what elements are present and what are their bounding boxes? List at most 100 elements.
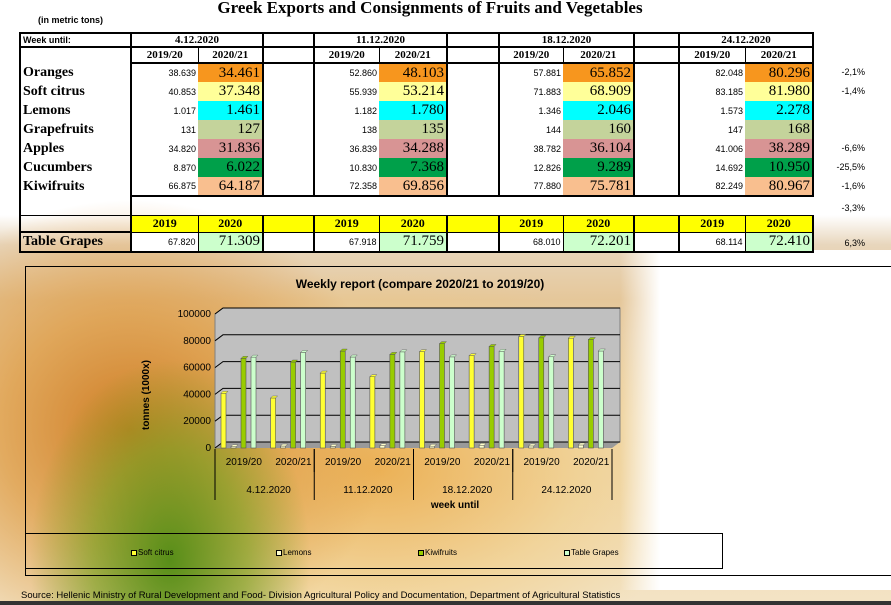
gap-cell [446,214,500,233]
page-title: Greek Exports and Consignments of Fruits… [217,0,643,17]
value-2019-20: 1.573 [678,101,745,120]
bar-soft-citrus [220,392,227,449]
source-note: Source: Hellenic Ministry of Rural Devel… [21,590,621,601]
gap-cell [262,231,315,253]
legend-item: Soft citrus [131,548,174,557]
bar-top [240,356,249,359]
year-2020: 2020 [562,214,635,233]
season-2019-20: 2019/20 [130,46,199,64]
table-row-grapes: Table Grapes 67.820 71.309 67.918 71.759 68.0… [19,231,814,253]
change-percent: -2,1% [841,67,865,77]
gap-cell [633,32,680,48]
bar-top [597,348,606,352]
bar-top [339,348,348,352]
legend-label: Soft citrus [138,548,174,557]
gap-cell [263,120,314,139]
value-2020-21: 1.461 [198,101,264,120]
change-percent: 6,3% [844,238,865,248]
value-2019-20: 1.182 [313,101,379,120]
grape-year-row: 2019 2020 2019 2020 2019 2020 2019 2020 [19,214,814,233]
value-2019-20: 138 [313,120,379,139]
row-label: Kiwifruits [19,177,132,196]
value-2019: 68.114 [678,231,746,253]
value-2019-20: 57.881 [498,62,563,82]
gap-cell [263,47,314,63]
legend-swatch [131,549,137,556]
y-tick-label: 80000 [183,336,211,347]
spacer-row [19,196,813,215]
value-2020-21: 2.046 [563,101,635,120]
gap-cell [633,231,680,253]
value-2019-20: 82.048 [678,62,745,82]
bar-top [567,335,576,339]
chart-title: Weekly report (compare 2020/21 to 2019/2… [295,277,545,291]
value-2020-21: 160 [563,120,635,139]
gap-cell [634,101,679,120]
value-2019-20: 72.358 [313,177,379,197]
bar-table-grapes [548,356,555,449]
season-2020-21: 2020/21 [562,46,635,64]
value-2020-21: 7.368 [379,158,448,177]
bar-table-grapes [399,351,406,449]
value-2019: 68.010 [498,231,564,253]
y-tick-label: 0 [205,443,211,454]
unit-note: (in metric tons) [38,15,104,25]
value-2019-20: 1.346 [498,101,563,120]
row-label: Soft citrus [19,82,132,101]
table-row: Cucumbers 8.870 6.022 10.830 7.368 12.826 9.28… [19,158,814,177]
legend-swatch [564,549,570,556]
gap-cell [634,82,679,101]
x-tick-label: 2019/20 [325,457,362,468]
y-tick-label: 40000 [183,389,211,400]
table-row: Soft citrus 40.853 37.348 55.939 53.214 71.88… [19,82,814,101]
value-2019: 67.918 [313,231,380,253]
gap-cell [447,47,499,63]
bar-kiwifruits [588,339,594,449]
bar-lemons [478,444,485,449]
y-tick-label: 20000 [183,416,211,427]
x-tick-label: 2019/20 [523,457,560,468]
value-2020-21: 64.187 [198,177,264,197]
x-tick-label: 2019/20 [226,457,263,468]
bar-top [369,374,378,377]
value-2020-21: 81.980 [745,82,814,101]
bar-table-grapes [300,352,306,449]
bar-top [518,334,527,337]
bar-top [538,335,547,338]
gap-cell [447,139,499,158]
bar-kiwifruits [488,346,495,449]
value-2019-20: 131 [130,120,198,139]
gridline [214,307,620,315]
gap-cell [633,214,680,233]
bar-soft-citrus [369,376,376,449]
x-tick-label: 2020/21 [573,457,610,468]
value-2019-20: 71.883 [498,82,563,101]
legend-label: Lemons [283,548,312,557]
value-2019-20: 8.870 [130,158,198,177]
y-axis-label: tonnes (1000x) [141,360,152,430]
week-date: 18.12.2020 [498,32,635,48]
row-label: Table Grapes [19,231,132,253]
bar-top [429,443,437,447]
legend-label: Kiwifruits [425,548,458,557]
value-2020-21: 69.856 [379,177,448,197]
bar-top [488,344,497,347]
gap-cell [263,82,314,101]
bar-table-grapes [349,356,356,449]
value-2020-21: 2.278 [745,101,814,120]
value-2019-20: 83.185 [678,82,745,101]
bar-top [478,443,487,446]
bar-top [449,354,457,358]
legend-swatch [276,549,282,556]
bar-top [468,353,477,356]
row-label: Lemons [19,101,132,120]
bar-lemons [329,446,336,449]
bar-kiwifruits [439,343,445,449]
bar-top [290,359,299,363]
change-percent: -25,5% [836,162,865,172]
row-label: Grapefruits [19,120,132,139]
gridline [214,334,620,342]
season-2020-21: 2020/21 [378,46,448,64]
value-2020: 72.410 [744,231,814,253]
gap-cell [447,177,499,197]
